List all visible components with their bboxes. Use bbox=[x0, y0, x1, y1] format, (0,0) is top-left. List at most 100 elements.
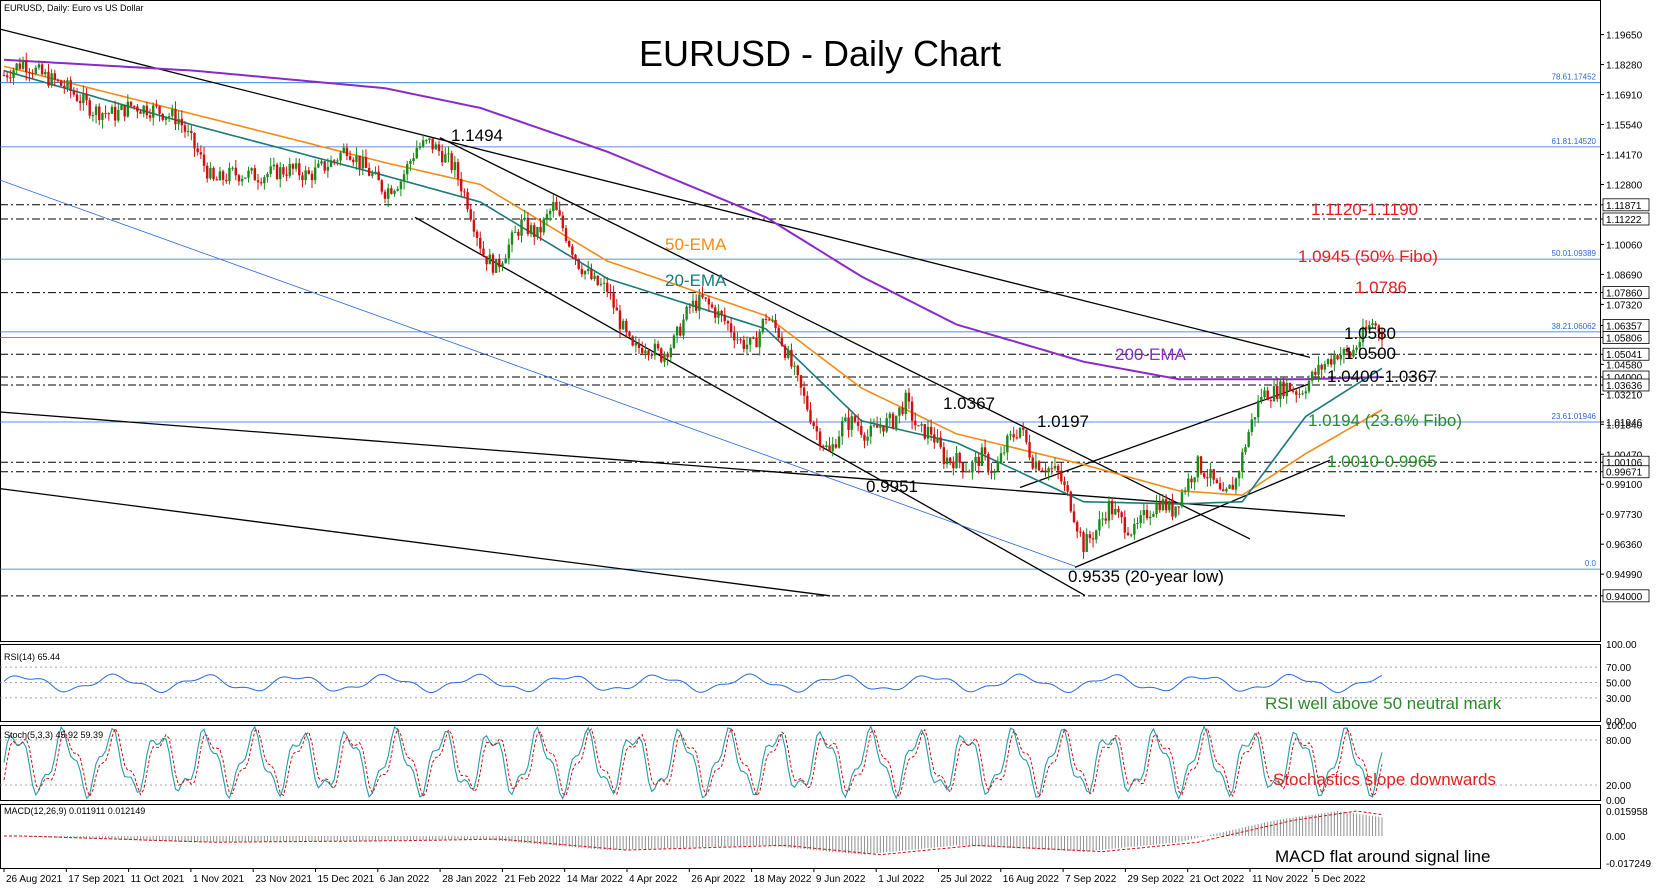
candle-body bbox=[1291, 390, 1295, 392]
candle-body bbox=[694, 300, 698, 311]
candle-body bbox=[866, 436, 869, 441]
candle-body bbox=[720, 311, 723, 315]
candle-body bbox=[107, 113, 110, 115]
candle-body bbox=[1209, 469, 1212, 479]
candle-body bbox=[1218, 483, 1222, 490]
candle-body bbox=[139, 111, 142, 114]
candle-body bbox=[1002, 452, 1006, 454]
y-tick-label: 1.04580 bbox=[1606, 360, 1643, 371]
candle-body bbox=[860, 425, 863, 435]
candle-body bbox=[75, 94, 79, 102]
long-support-2 bbox=[0, 487, 831, 597]
candle-body bbox=[634, 343, 638, 346]
y-tick-label: 1.12800 bbox=[1606, 180, 1643, 191]
candle-body bbox=[507, 244, 511, 259]
candle-body bbox=[545, 214, 549, 219]
candle-body bbox=[1164, 499, 1168, 511]
candle-body bbox=[1031, 457, 1034, 469]
candle-body bbox=[945, 457, 949, 465]
y-tick-label: 1.08690 bbox=[1606, 270, 1643, 281]
candle-body bbox=[1260, 396, 1263, 401]
candle-body bbox=[850, 416, 853, 430]
candle-body bbox=[1085, 534, 1088, 552]
candle-body bbox=[536, 226, 539, 237]
candle-body bbox=[301, 175, 304, 181]
candle-body bbox=[98, 106, 101, 120]
candle-body bbox=[482, 248, 485, 257]
candle-body bbox=[275, 164, 279, 180]
candle-body bbox=[787, 349, 790, 358]
candle-body bbox=[1139, 515, 1142, 524]
candle-body bbox=[799, 375, 803, 388]
label-10010: 1.0010-0.9965 bbox=[1327, 452, 1437, 471]
candle-body bbox=[1326, 359, 1330, 365]
candle-body bbox=[1117, 508, 1120, 513]
candle-body bbox=[339, 152, 342, 161]
fibo-label: 78.61.17452 bbox=[1552, 73, 1597, 82]
candle-body bbox=[193, 133, 196, 149]
candle-body bbox=[104, 112, 107, 114]
ema200-line bbox=[3, 58, 1383, 381]
candle-body bbox=[1082, 532, 1085, 552]
candle-body bbox=[498, 258, 501, 267]
long-support-1 bbox=[0, 411, 1346, 517]
candle-body bbox=[1361, 326, 1365, 343]
fibo-label: 38.21.06062 bbox=[1552, 322, 1597, 331]
candle-body bbox=[1072, 511, 1076, 523]
candle-body bbox=[745, 344, 749, 349]
candle-body bbox=[37, 64, 41, 68]
candle-body bbox=[526, 217, 530, 234]
candle-body bbox=[656, 343, 660, 349]
candle-body bbox=[1333, 355, 1336, 365]
candle-body bbox=[485, 256, 488, 265]
label-09535: 0.9535 (20-year low) bbox=[1068, 567, 1224, 586]
candle-body bbox=[263, 177, 266, 184]
candle-body bbox=[1329, 359, 1333, 365]
fibo-label: 50.01.09389 bbox=[1552, 249, 1597, 258]
candle-body bbox=[567, 240, 571, 247]
candle-body bbox=[1276, 386, 1279, 400]
candle-body bbox=[91, 115, 95, 117]
candle-body bbox=[237, 175, 241, 182]
candle-body bbox=[1126, 532, 1130, 536]
candle-body bbox=[961, 462, 965, 472]
candle-body bbox=[869, 425, 873, 437]
candle-body bbox=[440, 151, 444, 163]
candle-body bbox=[1095, 530, 1098, 540]
candle-body bbox=[968, 471, 971, 473]
candle-body bbox=[529, 225, 533, 234]
candle-body bbox=[901, 407, 904, 414]
candle-body bbox=[333, 160, 336, 162]
candle-body bbox=[85, 93, 88, 101]
candle-body bbox=[294, 163, 298, 169]
candle-body bbox=[329, 160, 333, 167]
candle-body bbox=[31, 72, 34, 74]
candle-body bbox=[631, 336, 634, 346]
chart-title: EURUSD - Daily Chart bbox=[639, 33, 1001, 74]
fibo-label: 0.0 bbox=[1585, 559, 1597, 568]
stoch-tick-label: 0.00 bbox=[1606, 796, 1626, 807]
candle-body bbox=[196, 148, 199, 153]
candle-body bbox=[933, 434, 936, 443]
upper-downtrend-line bbox=[0, 28, 1311, 358]
annotation-labels: 1.1494 50-EMA 20-EMA 200-EMA 0.9951 1.0367 1.0… bbox=[451, 126, 1462, 586]
candle-body bbox=[202, 154, 206, 166]
candle-body bbox=[958, 453, 961, 463]
y-tick-label: 0.99671 bbox=[1606, 468, 1643, 479]
candle-body bbox=[675, 326, 679, 336]
y-tick-box bbox=[1602, 331, 1650, 344]
candle-body bbox=[882, 425, 885, 432]
candle-body bbox=[1037, 461, 1041, 471]
candle-body bbox=[110, 106, 114, 114]
x-tick-label: 26 Apr 2022 bbox=[691, 874, 745, 885]
candle-body bbox=[552, 201, 555, 211]
candle-body bbox=[625, 320, 628, 332]
candle-body bbox=[964, 471, 968, 473]
candle-body bbox=[793, 365, 796, 367]
candle-body bbox=[437, 144, 441, 152]
candle-body bbox=[1371, 323, 1374, 325]
candle-body bbox=[1288, 383, 1292, 391]
candle-body bbox=[856, 421, 860, 426]
candle-body bbox=[821, 445, 825, 448]
stoch-tick-label: 100.00 bbox=[1606, 721, 1637, 732]
